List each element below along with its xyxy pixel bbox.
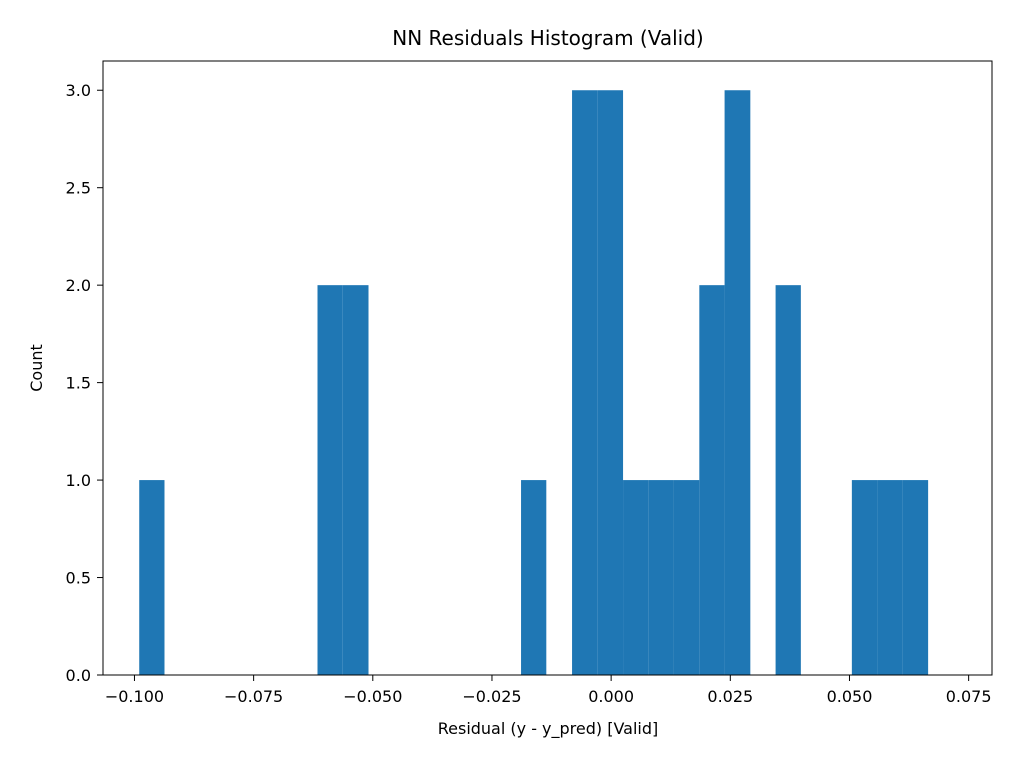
y-tick-label: 3.0 (66, 81, 91, 100)
y-axis-label: Count (27, 344, 46, 392)
histogram-bar (902, 480, 929, 675)
y-tick-label: 1.5 (66, 374, 91, 393)
x-tick-label: 0.050 (827, 687, 873, 706)
x-tick-label: 0.025 (707, 687, 753, 706)
histogram-bar (648, 480, 674, 675)
y-tick-label: 1.0 (66, 471, 91, 490)
histogram-bar (724, 90, 751, 675)
x-tick-label: −0.025 (462, 687, 521, 706)
x-tick-label: −0.050 (343, 687, 402, 706)
y-axis: 0.0 0.5 1.0 1.5 2.0 2.5 3.0 (66, 81, 103, 685)
x-tick-label: −0.100 (105, 687, 164, 706)
histogram-bar (597, 90, 624, 675)
x-tick-label: 0.000 (588, 687, 634, 706)
histogram-bar (851, 480, 878, 675)
x-axis: −0.100 −0.075 −0.050 −0.025 0.000 0.025 0.050 0… (105, 675, 992, 706)
y-tick-label: 2.0 (66, 276, 91, 295)
x-axis-label: Residual (y - y_pred) [Valid] (438, 719, 659, 739)
plot-frame (102, 60, 993, 676)
histogram-bar (342, 285, 369, 675)
chart-title: NN Residuals Histogram (Valid) (392, 26, 703, 50)
histogram-bar (673, 480, 700, 675)
bars-group (139, 90, 929, 675)
histogram-bar (139, 480, 165, 675)
histogram-bar (877, 480, 903, 675)
y-tick-label: 0.5 (66, 569, 91, 588)
y-tick-label: 2.5 (66, 179, 91, 198)
histogram-bar (699, 285, 725, 675)
y-tick-label: 0.0 (66, 666, 91, 685)
x-tick-label: −0.075 (224, 687, 283, 706)
histogram-bar (317, 285, 343, 675)
histogram-bar (521, 480, 547, 675)
histogram-bar (775, 285, 801, 675)
histogram-bar (572, 90, 598, 675)
x-tick-label: 0.075 (946, 687, 992, 706)
histogram-bar (623, 480, 649, 675)
